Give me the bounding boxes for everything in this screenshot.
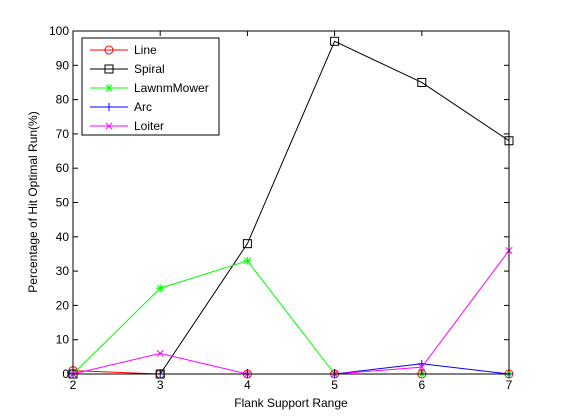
data-point-lawnmmower [156,284,165,293]
x-tick-label: 2 [70,378,77,392]
x-tick-label: 6 [418,378,425,392]
data-point-loiter [156,349,164,357]
x-tick-label: 3 [157,378,164,392]
y-tick-label: 100 [49,24,69,38]
legend-marker-arc [105,103,113,111]
y-tick-label: 10 [56,333,70,347]
legend-label-line: Line [134,43,157,57]
legend-marker-lawnmmower [105,84,113,92]
y-tick-label: 30 [56,264,70,278]
legend-label-spiral: Spiral [134,62,165,76]
data-point-loiter [418,363,426,371]
legend-entry-line: Line [90,43,157,57]
y-tick-label: 50 [56,196,70,210]
legend-marker-spiral [104,64,114,74]
y-axis-label: Percentage of Hit Optimal Run(%) [26,111,40,292]
y-tick-label: 20 [56,298,70,312]
x-tick-label: 5 [331,378,338,392]
legend-label-lawnmmower: LawnmMower [134,81,209,95]
x-axis-label: Flank Support Range [234,396,348,410]
y-tick-label: 80 [56,93,70,107]
legend-label-arc: Arc [134,100,152,114]
data-point-spiral [242,239,252,249]
y-tick-label: 0 [62,367,69,381]
y-tick-label: 40 [56,230,70,244]
legend: Line Spiral LawnmMower Arc Loiter [81,37,220,136]
y-tick-label: 90 [56,58,70,72]
legend-label-loiter: Loiter [134,119,164,133]
data-point-spiral [417,77,427,87]
legend-marker-line [104,45,114,55]
x-tick-label: 4 [244,378,251,392]
legend-entry-arc: Arc [90,100,152,114]
legend-entry-loiter: Loiter [90,119,164,133]
y-tick-label: 70 [56,127,70,141]
legend-entry-spiral: Spiral [90,62,165,76]
legend-box [81,37,220,136]
legend-marker-loiter [105,122,113,130]
x-tick-label: 7 [506,378,513,392]
data-point-lawnmmower [243,256,252,265]
data-point-spiral [330,36,340,46]
y-tick-label: 60 [56,161,70,175]
legend-entry-lawnmmower: LawnmMower [90,81,209,95]
